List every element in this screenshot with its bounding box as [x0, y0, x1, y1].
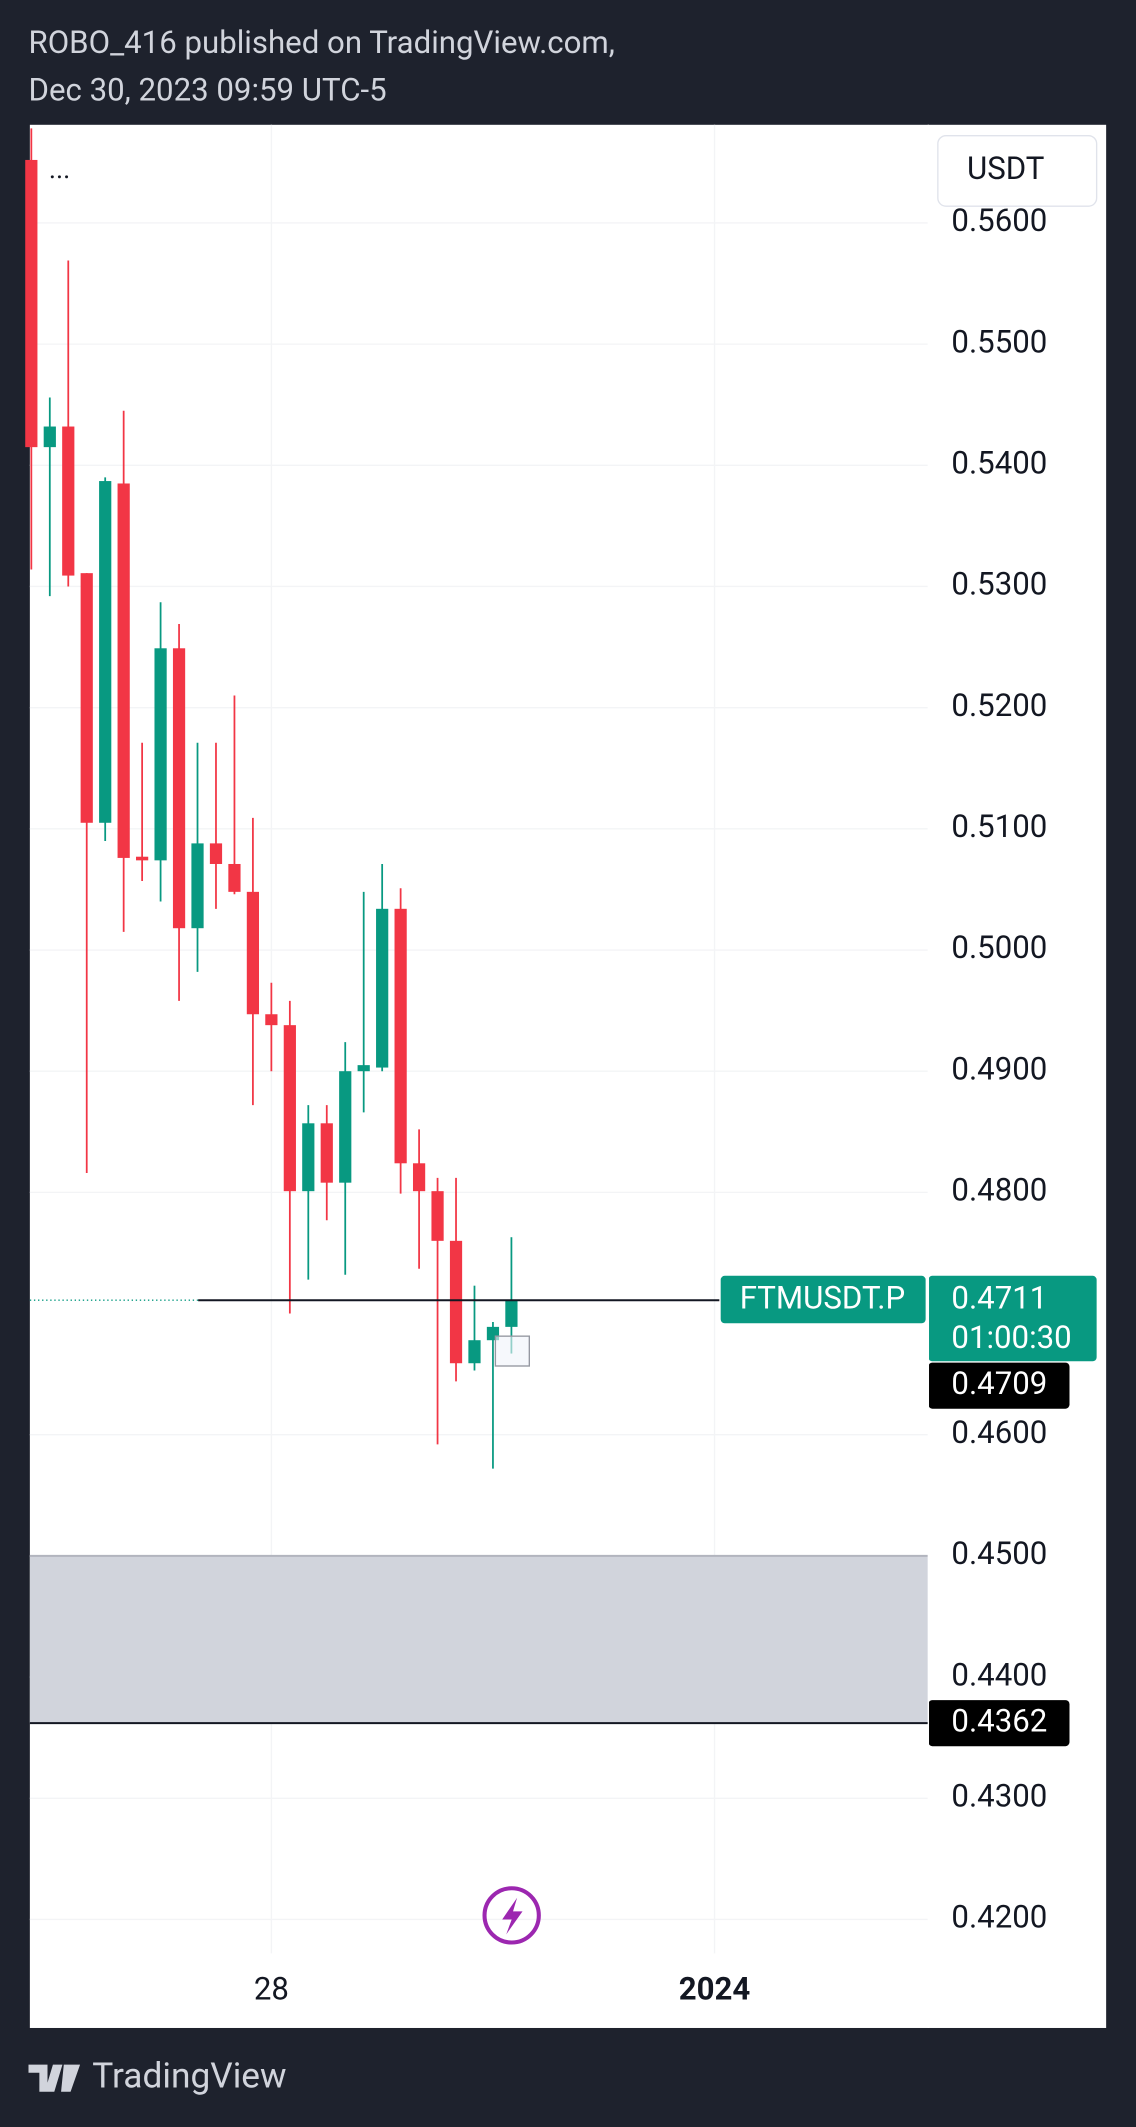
candle-body: [283, 1025, 296, 1192]
symbol-label: FTMUSDT.P: [740, 1279, 905, 1316]
candle-body: [25, 159, 38, 448]
candle-body: [320, 1123, 333, 1183]
brand-logo: [28, 2064, 81, 2092]
candle-body: [191, 843, 204, 929]
candle-body: [246, 891, 260, 1015]
candle-body: [43, 426, 56, 448]
x-tick-label: 2024: [679, 1971, 751, 2008]
y-tick-label: 0.4600: [951, 1414, 1047, 1451]
y-tick-label: 0.4200: [951, 1899, 1047, 1936]
currency-button[interactable]: [937, 134, 1098, 207]
zone: [29, 1555, 929, 1724]
candle-body: [265, 1014, 278, 1026]
y-tick-label: 0.4900: [951, 1050, 1047, 1087]
publish-date: Dec 30, 2023 09:59 UTC-5: [29, 71, 387, 108]
y-tick-label: 0.5300: [951, 566, 1047, 603]
selection-box: [494, 1335, 530, 1367]
price-label: 0.4362: [951, 1702, 1047, 1739]
y-tick-label: 0.5400: [951, 445, 1047, 482]
y-tick-label: 0.5000: [951, 929, 1047, 966]
candle-body: [394, 908, 407, 1164]
price-label: 0.4709: [951, 1365, 1047, 1402]
candle-body: [468, 1340, 481, 1364]
publisher: ROBO_416 published on TradingView.com,: [29, 24, 615, 61]
event-icon[interactable]: [482, 1886, 541, 1945]
candle-body: [339, 1071, 352, 1183]
logo-mark: [28, 2064, 81, 2092]
y-tick-label: 0.4500: [951, 1535, 1047, 1572]
candle-body: [209, 843, 223, 864]
brand: TradingView: [92, 2054, 286, 2096]
candle-body: [154, 648, 167, 861]
y-tick-label: 0.5600: [951, 202, 1047, 239]
candle-body: [136, 856, 149, 861]
candle-body: [449, 1240, 463, 1364]
candle-body: [357, 1065, 370, 1072]
currency-label: USDT: [967, 150, 1044, 187]
candle-body: [431, 1191, 444, 1241]
symbol-badge: [720, 1275, 926, 1324]
event-bolt: [502, 1897, 523, 1935]
candle-body: [117, 483, 130, 858]
y-tick-label: 0.5100: [951, 808, 1047, 845]
y-tick-label: 0.4400: [951, 1656, 1047, 1693]
y-tick-label: 0.5500: [951, 323, 1047, 360]
last-price-label: 0.4711: [951, 1279, 1047, 1316]
candle-body: [412, 1163, 426, 1192]
candle-body: [80, 573, 93, 823]
y-tick-label: 0.4800: [951, 1172, 1047, 1209]
plot-area: 0.4200 0.4300 0.4400 0.4500 0.4600 0.4800 0.49…: [25, 124, 1097, 2028]
menu[interactable]: ...: [49, 153, 70, 185]
candle-body: [172, 648, 186, 929]
candle-body: [62, 426, 75, 576]
candle-body: [505, 1300, 518, 1327]
candle-body: [302, 1123, 315, 1192]
price-badge: [928, 1362, 1070, 1409]
countdown: 01:00:30: [951, 1319, 1071, 1356]
candle-body: [376, 908, 389, 1068]
price-badge: [928, 1700, 1070, 1747]
candle-body: [228, 863, 241, 892]
x-tick-label: 28: [254, 1971, 289, 2008]
y-tick-label: 0.4300: [951, 1778, 1047, 1815]
y-tick-label: 0.5200: [951, 687, 1047, 724]
last-price-badge: [928, 1275, 1097, 1362]
candle-body: [99, 481, 112, 823]
